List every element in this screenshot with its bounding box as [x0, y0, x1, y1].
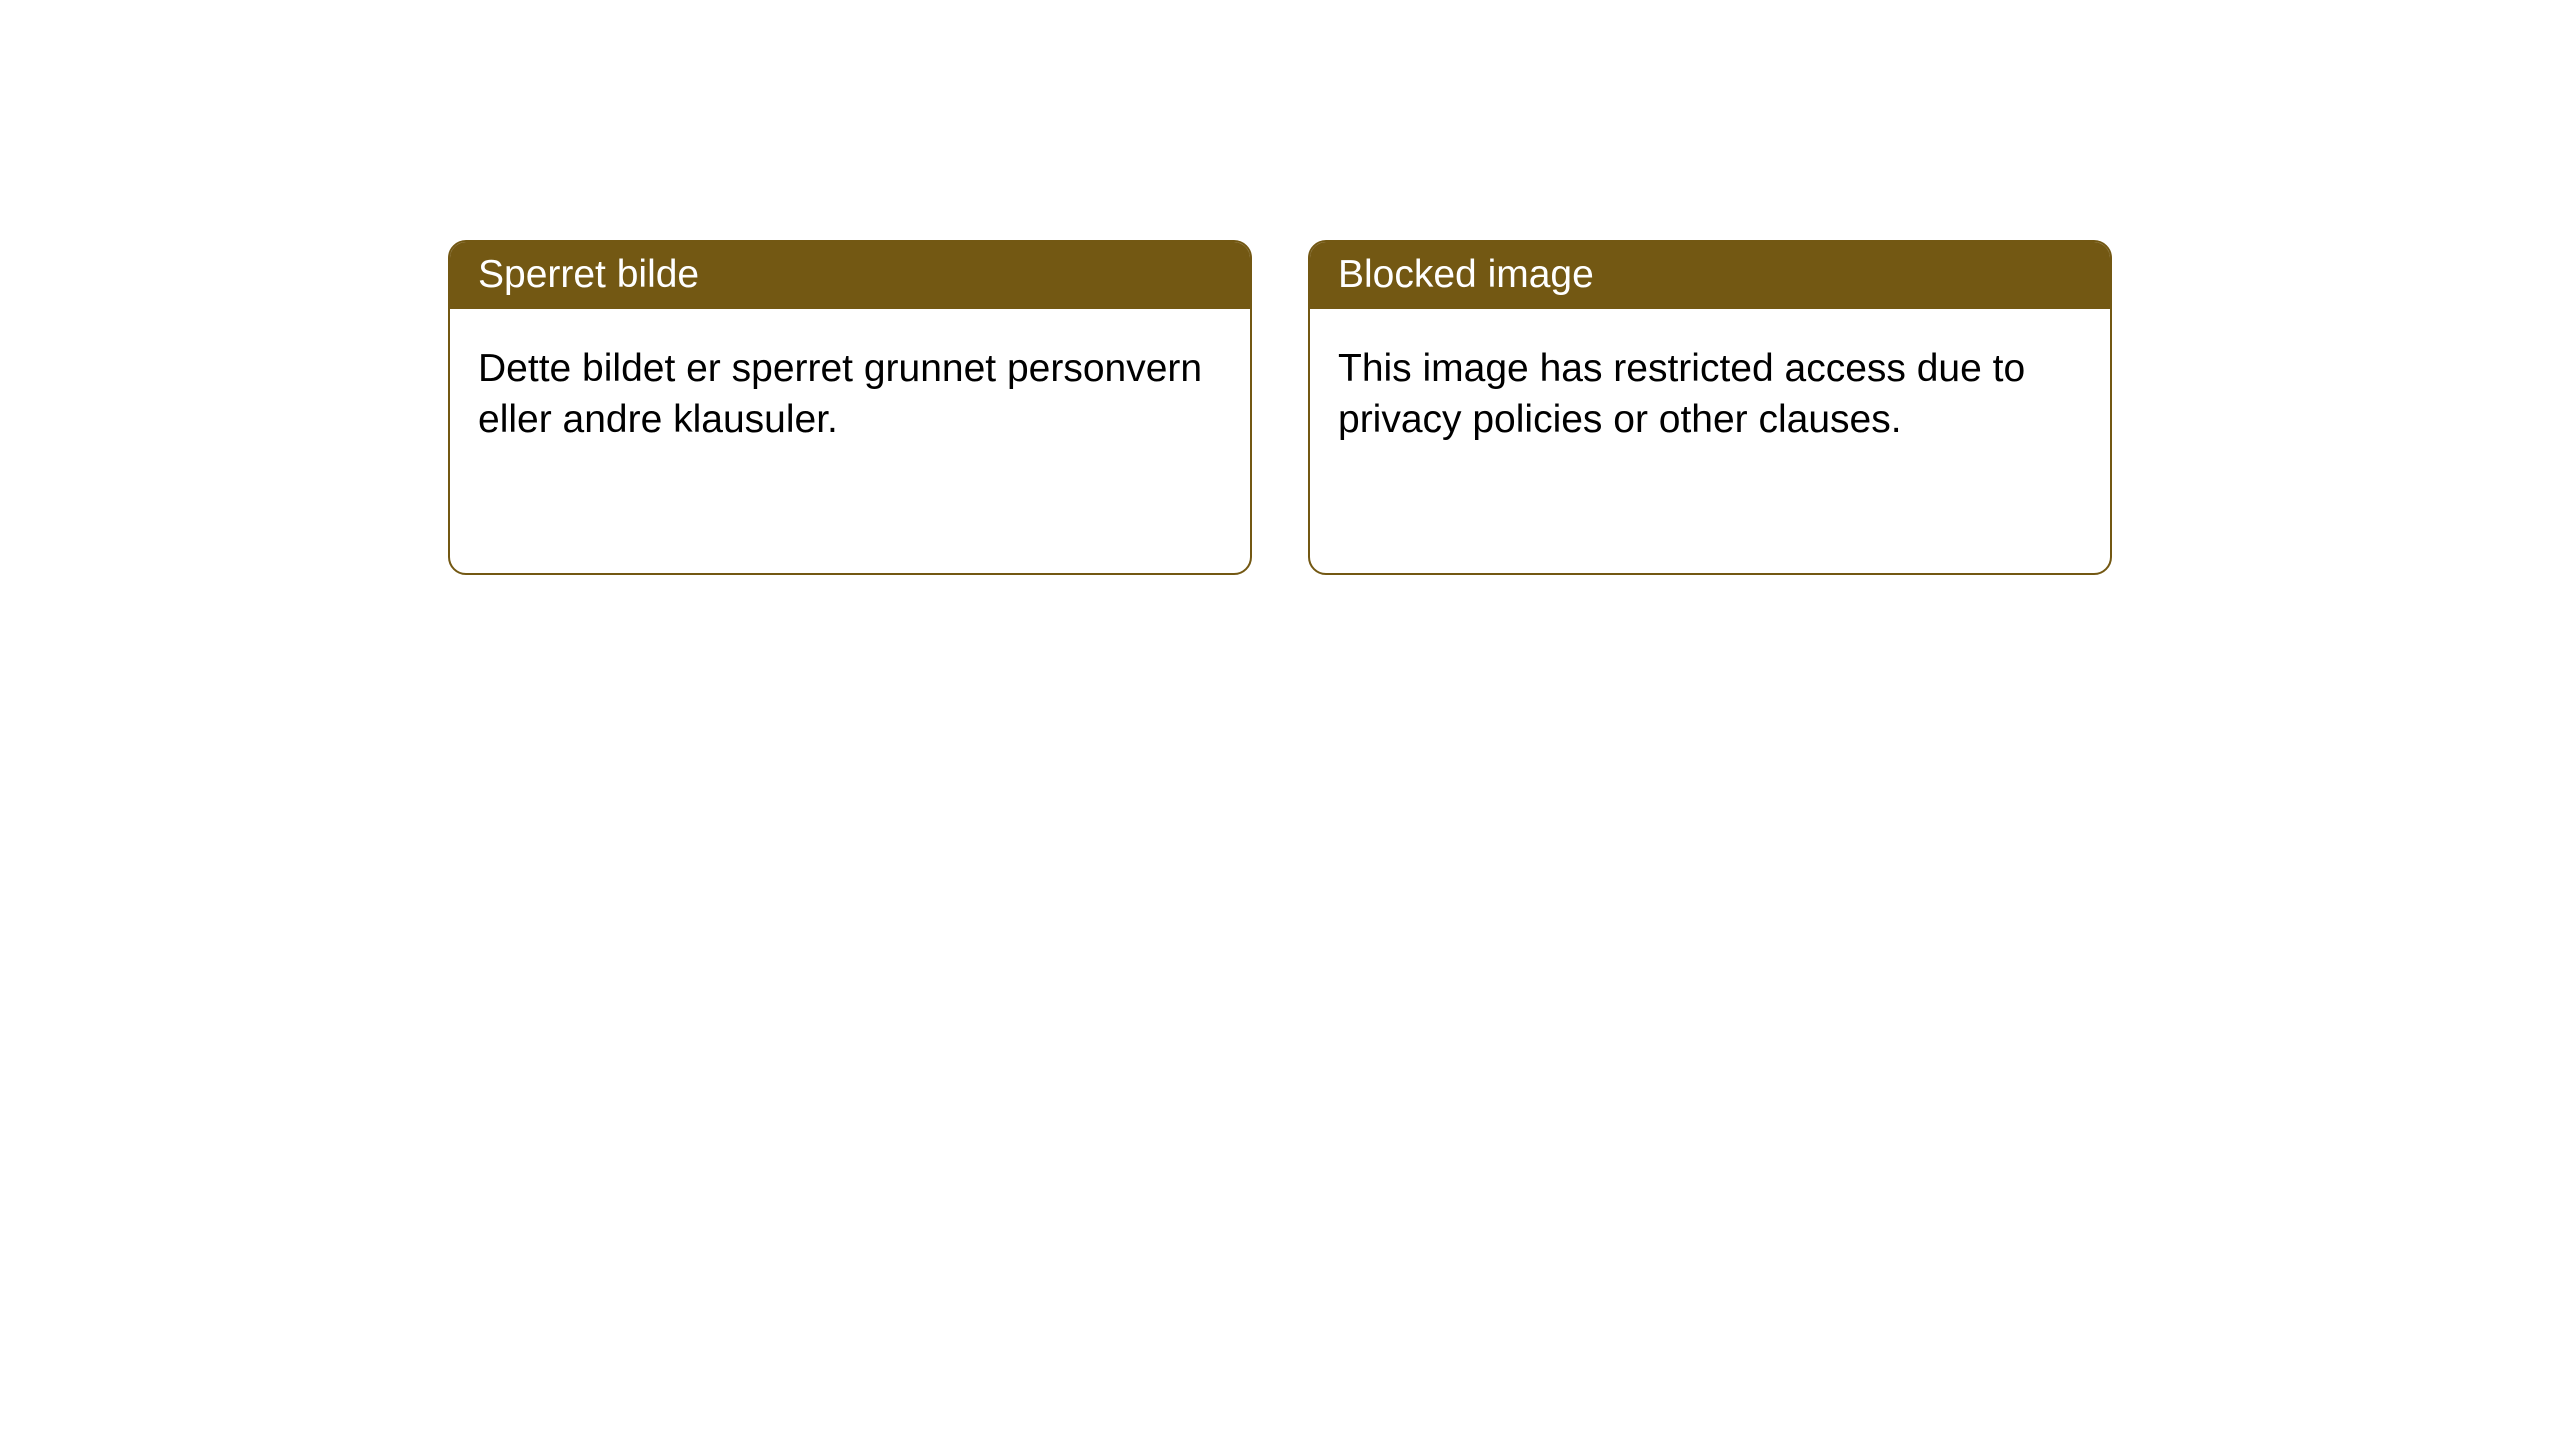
- notice-cards-container: Sperret bilde Dette bildet er sperret gr…: [0, 0, 2560, 575]
- card-body: This image has restricted access due to …: [1310, 309, 2110, 480]
- notice-card-norwegian: Sperret bilde Dette bildet er sperret gr…: [448, 240, 1252, 575]
- card-body: Dette bildet er sperret grunnet personve…: [450, 309, 1250, 480]
- notice-card-english: Blocked image This image has restricted …: [1308, 240, 2112, 575]
- card-header: Blocked image: [1310, 242, 2110, 309]
- card-header: Sperret bilde: [450, 242, 1250, 309]
